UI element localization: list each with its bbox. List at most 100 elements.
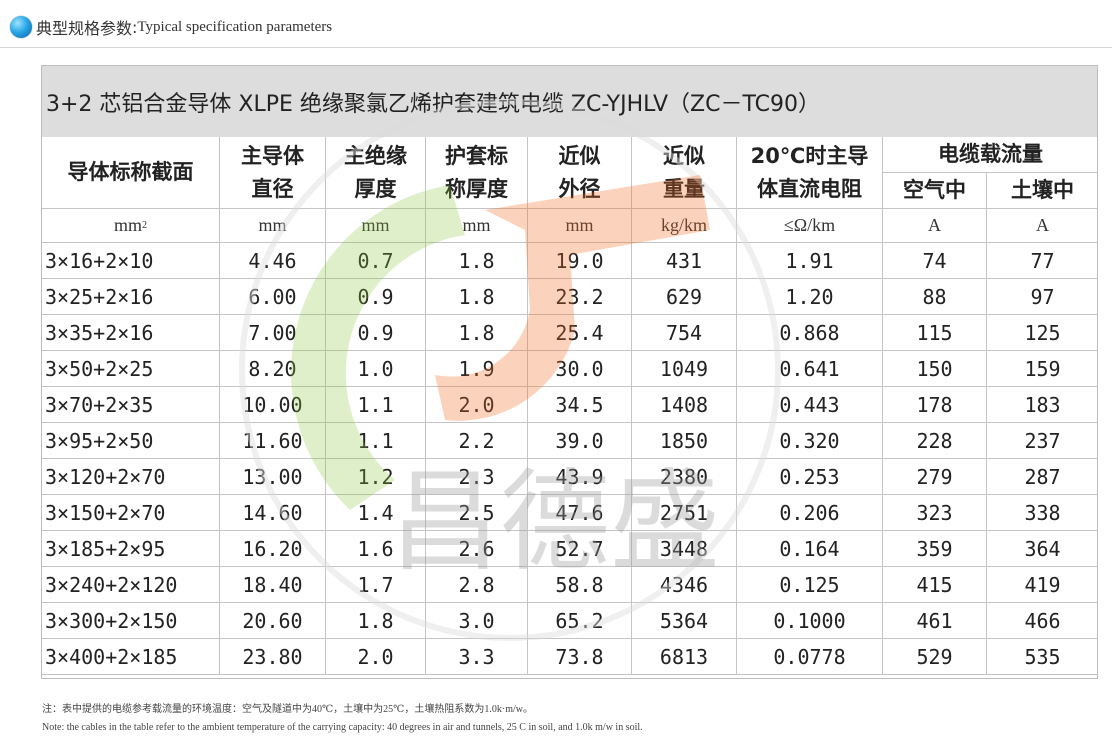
table-cell: 3448 [632, 531, 737, 567]
table-cell: 4.46 [220, 243, 326, 279]
table-cell: 3.0 [426, 603, 528, 639]
header-c7-line1: 20℃时主导 [750, 143, 869, 168]
table-cell: 73.8 [528, 639, 632, 675]
table-cell: 8.20 [220, 351, 326, 387]
table-cell: 461 [883, 603, 987, 639]
header-separator: : [132, 17, 138, 37]
table-title: 3+2 芯铝合金导体 XLPE 绝缘聚氯乙烯护套建筑电缆 ZC-YJHLV（ZC… [42, 66, 1097, 137]
table-cell: 0.253 [737, 459, 883, 495]
header-c5-line1: 近似 [558, 143, 601, 168]
table-cell: 323 [883, 495, 987, 531]
table-cell: 2.3 [426, 459, 528, 495]
row-spec-cell: 3×300+2×150 [42, 603, 220, 639]
table-cell: 18.40 [220, 567, 326, 603]
table-cell: 34.5 [528, 387, 632, 423]
blue-bullet-icon [10, 16, 32, 38]
table-cell: 2.0 [426, 387, 528, 423]
table-cell: 1.1 [326, 387, 426, 423]
header-current-capacity: 电缆载流量 [883, 137, 1098, 173]
section-header: 典型规格参数 : Typical specification parameter… [10, 14, 332, 40]
header-c3-line1: 主绝缘 [344, 143, 407, 168]
unit-c3: mm [326, 209, 426, 243]
unit-cross-section: mm 2 [42, 209, 220, 243]
table-cell: 1408 [632, 387, 737, 423]
table-cell: 2.8 [426, 567, 528, 603]
table-cell: 228 [883, 423, 987, 459]
unit-mm-text: mm [113, 215, 142, 235]
header-c3-line2: 厚度 [354, 176, 397, 201]
table-cell: 97 [987, 279, 1098, 315]
table-cell: 0.9 [326, 315, 426, 351]
table-cell: 23.2 [528, 279, 632, 315]
header-c6: 近似 重量 [632, 137, 737, 209]
table-cell: 1.6 [326, 531, 426, 567]
table-cell: 5364 [632, 603, 737, 639]
header-c4-line2: 称厚度 [445, 176, 508, 201]
table-cell: 419 [987, 567, 1098, 603]
table-cell: 30.0 [528, 351, 632, 387]
row-spec-cell: 3×185+2×95 [42, 531, 220, 567]
table-cell: 0.320 [737, 423, 883, 459]
table-cell: 88 [883, 279, 987, 315]
table-cell: 1.8 [326, 603, 426, 639]
table-cell: 77 [987, 243, 1098, 279]
table-cell: 1.0 [326, 351, 426, 387]
table-cell: 0.7 [326, 243, 426, 279]
table-cell: 431 [632, 243, 737, 279]
row-spec-cell: 3×400+2×185 [42, 639, 220, 675]
table-cell: 629 [632, 279, 737, 315]
table-cell: 535 [987, 639, 1098, 675]
table-cell: 20.60 [220, 603, 326, 639]
table-cell: 364 [987, 531, 1098, 567]
table-cell: 237 [987, 423, 1098, 459]
row-spec-cell: 3×50+2×25 [42, 351, 220, 387]
table-cell: 466 [987, 603, 1098, 639]
table-cell: 0.443 [737, 387, 883, 423]
header-c7-line2: 体直流电阻 [757, 176, 862, 201]
table-cell: 0.641 [737, 351, 883, 387]
spec-table: 3+2 芯铝合金导体 XLPE 绝缘聚氯乙烯护套建筑电缆 ZC-YJHLV（ZC… [41, 65, 1098, 679]
header-c2-line1: 主导体 [241, 143, 304, 168]
table-cell: 13.00 [220, 459, 326, 495]
unit-c8b: A [987, 209, 1098, 243]
table-cell: 287 [987, 459, 1098, 495]
table-cell: 65.2 [528, 603, 632, 639]
table-cell: 2.2 [426, 423, 528, 459]
table-cell: 415 [883, 567, 987, 603]
table-cell: 16.20 [220, 531, 326, 567]
table-cell: 14.60 [220, 495, 326, 531]
table-cell: 115 [883, 315, 987, 351]
header-c2-line2: 直径 [251, 176, 294, 201]
table-cell: 279 [883, 459, 987, 495]
table-cell: 39.0 [528, 423, 632, 459]
unit-c4: mm [426, 209, 528, 243]
table-cell: 43.9 [528, 459, 632, 495]
note-cn: 注：表中提供的电缆参考载流量的环境温度：空气及隧道中为40℃，土壤中为25℃，土… [42, 704, 533, 715]
table-cell: 7.00 [220, 315, 326, 351]
header-c4: 护套标 称厚度 [426, 137, 528, 209]
table-cell: 1.1 [326, 423, 426, 459]
table-cell: 0.164 [737, 531, 883, 567]
table-cell: 0.9 [326, 279, 426, 315]
table-cell: 529 [883, 639, 987, 675]
unit-c6: kg/km [632, 209, 737, 243]
table-cell: 150 [883, 351, 987, 387]
table-cell: 178 [883, 387, 987, 423]
table-cell: 23.80 [220, 639, 326, 675]
header-c6-line1: 近似 [663, 143, 705, 168]
table-cell: 1.2 [326, 459, 426, 495]
row-spec-cell: 3×120+2×70 [42, 459, 220, 495]
row-spec-cell: 3×240+2×120 [42, 567, 220, 603]
table-cell: 0.125 [737, 567, 883, 603]
unit-c2: mm [220, 209, 326, 243]
table-cell: 159 [987, 351, 1098, 387]
table-cell: 2.5 [426, 495, 528, 531]
header-in-soil: 土壤中 [987, 173, 1098, 209]
table-cell: 754 [632, 315, 737, 351]
table-cell: 74 [883, 243, 987, 279]
header-c5-line2: 外径 [558, 176, 601, 201]
header-c2: 主导体 直径 [220, 137, 326, 209]
header-divider [0, 47, 1112, 48]
header-c3: 主绝缘 厚度 [326, 137, 426, 209]
row-spec-cell: 3×35+2×16 [42, 315, 220, 351]
